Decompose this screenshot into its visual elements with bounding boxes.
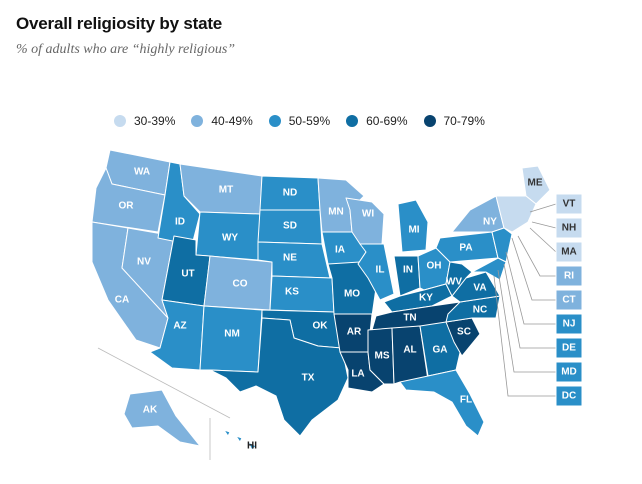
legend-label: 60-69% [366, 114, 408, 128]
box-ma[interactable]: MA [555, 241, 583, 263]
leader-lines [493, 203, 557, 397]
state-tx[interactable] [209, 317, 349, 437]
label-nd: ND [283, 188, 297, 199]
label-in: IN [403, 265, 413, 276]
legend-label: 30-39% [134, 114, 176, 128]
state-me[interactable] [521, 165, 551, 205]
md-de-area [471, 257, 507, 281]
box-nj[interactable]: NJ [555, 313, 583, 335]
label-tn: TN [403, 313, 416, 324]
legend-item-50-59: 50-59% [268, 114, 331, 128]
label-wa: WA [134, 167, 150, 178]
label-nv: NV [137, 257, 151, 268]
label-mt: MT [219, 185, 233, 196]
label-id: ID [175, 217, 185, 228]
label-az: AZ [173, 321, 186, 332]
label-tx: TX [302, 373, 315, 384]
box-vt[interactable]: VT [555, 193, 583, 215]
box-md[interactable]: MD [555, 361, 583, 383]
label-nc: NC [473, 305, 487, 316]
label-ca: CA [115, 295, 129, 306]
box-label: DC [562, 391, 576, 402]
label-wi: WI [362, 209, 374, 220]
new-england-area [495, 195, 537, 233]
legend-swatch [423, 115, 436, 127]
label-wy: WY [222, 233, 238, 244]
box-label: MA [561, 247, 577, 258]
box-label: NH [562, 223, 576, 234]
box-nh[interactable]: NH [555, 217, 583, 239]
label-nm: NM [224, 329, 240, 340]
state-mi[interactable] [397, 199, 429, 253]
map-title: Overall religiosity by state [16, 14, 223, 33]
state-ak[interactable] [123, 389, 201, 447]
label-ok: OK [313, 321, 329, 332]
legend-swatch [346, 115, 359, 127]
label-fl: FL [460, 395, 472, 406]
box-label: MD [561, 367, 577, 378]
legend: 30-39% 40-49% 50-59% 60-69% 70-79% [114, 114, 501, 128]
map-subtitle: % of adults who are “highly religious” [16, 42, 236, 57]
legend-label: 70-79% [443, 114, 485, 128]
label-me: ME [528, 178, 543, 189]
legend-swatch [268, 115, 281, 127]
legend-swatch [114, 115, 126, 127]
label-oh: OH [427, 261, 442, 272]
legend-item-70-79: 70-79% [423, 114, 485, 128]
box-de[interactable]: DE [555, 337, 583, 359]
state-pa[interactable] [435, 231, 499, 263]
state-fl[interactable] [399, 369, 485, 437]
legend-item-40-49: 40-49% [191, 114, 253, 128]
label-ks: KS [285, 287, 299, 298]
label-ga: GA [433, 345, 448, 356]
state-or[interactable] [91, 167, 166, 233]
legend-item-60-69: 60-69% [346, 114, 408, 128]
state-hi[interactable] [223, 429, 257, 451]
label-va: VA [473, 283, 486, 294]
label-pa: PA [459, 243, 472, 254]
legend-label: 50-59% [288, 114, 331, 128]
box-dc[interactable]: DC [555, 385, 583, 407]
label-ia: IA [335, 245, 345, 256]
label-la: LA [351, 369, 364, 380]
state-labels: WA OR CA NV ID MT WY UT CO AZ NM ND SD N… [115, 167, 543, 452]
box-label: DE [562, 343, 576, 354]
label-wv: WV [446, 277, 462, 288]
label-ms: MS [375, 351, 390, 362]
inset-dividers [97, 347, 231, 460]
label-sc: SC [457, 327, 471, 338]
small-state-boxes: VT NH MA RI CT NJ DE MD DC [555, 193, 583, 407]
box-ri[interactable]: RI [555, 265, 583, 287]
label-ne: NE [283, 253, 297, 264]
label-ky: KY [419, 293, 433, 304]
box-label: VT [563, 199, 576, 210]
label-hi: HI [247, 441, 257, 452]
label-ut: UT [181, 269, 194, 280]
legend-label: 40-49% [211, 114, 253, 128]
box-label: RI [564, 271, 574, 282]
label-co: CO [233, 279, 248, 290]
legend-item-30-39: 30-39% [114, 114, 175, 128]
mid-atlantic-area [491, 227, 513, 263]
state-in[interactable] [393, 255, 421, 297]
label-mo: MO [344, 289, 360, 300]
label-ar: AR [347, 327, 362, 338]
label-ny: NY [483, 217, 497, 228]
box-label: CT [562, 295, 575, 306]
label-mi: MI [408, 225, 419, 236]
box-ct[interactable]: CT [555, 289, 583, 311]
state-ks[interactable] [269, 275, 335, 313]
label-il: IL [376, 265, 385, 276]
label-sd: SD [283, 221, 297, 232]
legend-swatch [191, 115, 204, 127]
label-mn: MN [328, 207, 344, 218]
label-ak: AK [143, 405, 158, 416]
label-al: AL [403, 345, 416, 356]
state-il[interactable] [357, 243, 395, 301]
box-label: NJ [563, 319, 576, 330]
label-or: OR [119, 201, 135, 212]
